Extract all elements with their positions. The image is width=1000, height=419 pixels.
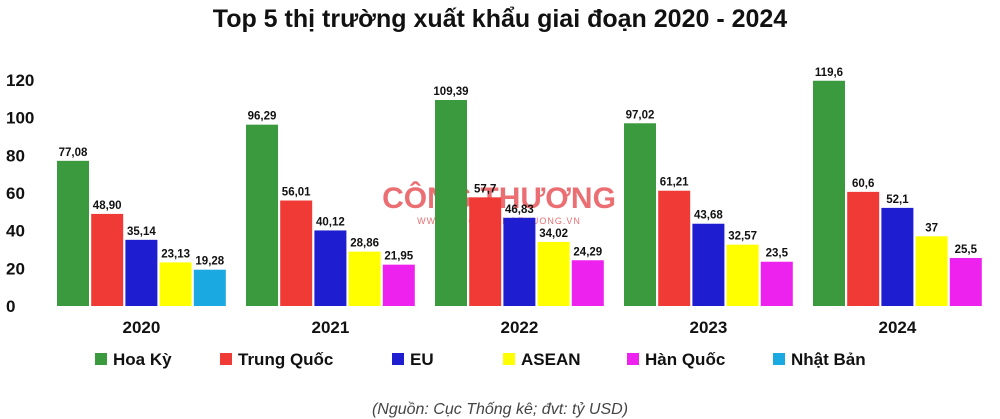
bar-2023-eu [692, 223, 725, 306]
bar-2021-trung-quốc [280, 200, 313, 306]
legend-swatch [503, 353, 515, 365]
legend-label: ASEAN [521, 350, 581, 369]
y-tick-label: 20 [6, 259, 25, 278]
bar-2022-trung-quốc [469, 197, 502, 306]
bar-2020-hoa-kỳ [57, 160, 89, 306]
data-label: 60,6 [852, 178, 874, 190]
bar-2020-nhật-bản [193, 269, 226, 306]
bar-2024-eu [881, 207, 914, 306]
source-note: (Nguồn: Cục Thống kê; đvt: tỷ USD) [372, 401, 628, 418]
bar-2021-hàn-quốc [382, 264, 415, 306]
bar-2023-trung-quốc [658, 190, 691, 306]
data-label: 61,21 [660, 177, 689, 189]
bars [57, 80, 982, 307]
bar-2021-eu [314, 230, 347, 306]
y-tick-label: 100 [6, 109, 34, 128]
y-tick-label: 80 [6, 146, 25, 165]
data-label: 56,01 [282, 187, 311, 199]
bar-2024-hoa-kỳ [813, 80, 845, 307]
data-label: 19,28 [195, 256, 224, 268]
data-label: 43,68 [694, 210, 723, 222]
bar-2022-hoa-kỳ [435, 99, 467, 306]
bar-2021-hoa-kỳ [246, 124, 278, 306]
bar-2023-hoa-kỳ [624, 123, 656, 307]
legend-swatch [392, 353, 404, 365]
bar-2023-asean [726, 244, 759, 306]
data-label: 34,02 [539, 228, 568, 240]
data-label: 119,6 [815, 67, 843, 79]
data-labels: 77,08 48,90 35,14 23,13 19,28 96,29 56,01 40,12… [59, 67, 978, 268]
data-label: 77,08 [59, 147, 88, 159]
legend-swatch [95, 353, 107, 365]
x-tick-label: 2021 [311, 318, 349, 337]
bar-2020-eu [125, 239, 158, 306]
data-label: 46,83 [505, 204, 534, 216]
bar-2020-trung-quốc [91, 213, 124, 306]
bar-2022-asean [537, 241, 570, 306]
y-tick-label: 60 [6, 184, 25, 203]
data-label: 28,86 [350, 238, 379, 250]
data-label: 48,90 [93, 200, 122, 212]
data-label: 23,5 [766, 248, 789, 260]
bar-2022-hàn-quốc [571, 260, 604, 306]
x-tick-label: 2024 [878, 318, 916, 337]
legend-label: EU [410, 350, 434, 369]
bar-2024-asean [915, 236, 948, 306]
data-label: 35,14 [127, 226, 156, 238]
y-tick-label: 120 [6, 71, 34, 90]
legend-label: Trung Quốc [238, 350, 333, 369]
bar-2021-asean [348, 251, 381, 306]
bar-2022-eu [503, 217, 536, 306]
x-tick-label: 2023 [689, 318, 727, 337]
y-axis: 0 20 40 60 80 100 120 [6, 71, 34, 316]
x-tick-label: 2022 [500, 318, 538, 337]
data-label: 57,7 [474, 183, 496, 195]
legend-label: Nhật Bản [791, 350, 866, 369]
data-label: 24,29 [573, 246, 602, 258]
y-tick-label: 40 [6, 222, 25, 241]
bar-2024-hàn-quốc [949, 257, 982, 306]
bar-2023-hàn-quốc [760, 261, 793, 306]
data-label: 21,95 [384, 251, 413, 263]
legend-swatch [220, 353, 232, 365]
y-tick-label: 0 [6, 297, 15, 316]
x-tick-label: 2020 [122, 318, 160, 337]
data-label: 23,13 [161, 248, 190, 260]
legend-label: Hoa Kỳ [113, 350, 172, 369]
data-label: 109,39 [433, 86, 468, 98]
data-label: 25,5 [955, 244, 978, 256]
x-axis: 2020 2021 2022 2023 2024 [122, 318, 916, 337]
chart-title: Top 5 thị trường xuất khẩu giai đoạn 202… [213, 5, 788, 33]
data-label: 52,1 [886, 194, 909, 206]
data-label: 40,12 [316, 216, 345, 228]
legend-swatch [773, 353, 785, 365]
legend-label: Hàn Quốc [645, 350, 725, 369]
data-label: 96,29 [248, 111, 277, 123]
bar-2024-trung-quốc [847, 191, 880, 306]
data-label: 37 [925, 222, 938, 234]
bar-2020-asean [159, 262, 192, 306]
legend: Hoa Kỳ Trung Quốc EU ASEAN Hàn Quốc Nhật Bản [95, 350, 866, 369]
data-label: 97,02 [626, 109, 655, 121]
data-label: 32,57 [728, 231, 757, 243]
legend-swatch [627, 353, 639, 365]
